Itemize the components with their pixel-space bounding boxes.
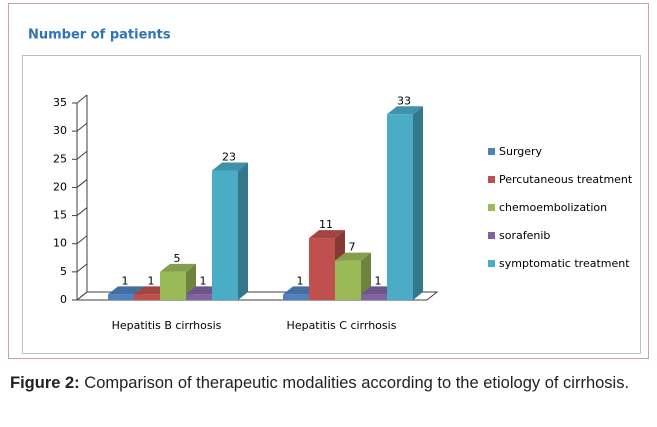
bar	[134, 294, 160, 300]
bar	[160, 271, 186, 300]
y-tick-label: 20	[53, 180, 67, 193]
value-label: 7	[349, 241, 356, 254]
bar-top	[309, 230, 345, 239]
legend-label: chemoembolization	[499, 201, 607, 214]
y-tick-label: 5	[60, 265, 67, 278]
bar-top	[108, 286, 144, 295]
bar	[335, 260, 361, 300]
caption: Figure 2: Comparison of therapeutic moda…	[10, 372, 652, 395]
value-label: 11	[319, 218, 333, 231]
x-tick-label: Hepatitis C cirrhosis	[287, 319, 397, 332]
bar-top	[335, 252, 371, 261]
wall-tick	[76, 122, 88, 132]
bar	[108, 294, 134, 300]
value-label: 1	[148, 274, 155, 287]
value-label: 1	[122, 274, 129, 287]
wall-tick	[76, 263, 88, 273]
y-tick-label: 0	[60, 293, 67, 306]
bar	[212, 170, 238, 300]
chart-title: Number of patients	[28, 28, 171, 43]
x-tick-label: Hepatitis B cirrhosis	[112, 319, 222, 332]
wall-tick	[76, 291, 88, 301]
y-tick-label: 25	[53, 152, 67, 165]
wall-tick	[76, 207, 88, 216]
legend-swatch	[488, 148, 495, 155]
caption-text: Comparison of therapeutic modalities acc…	[84, 374, 630, 392]
bar-top	[160, 263, 196, 272]
bar	[186, 294, 212, 300]
value-label: 23	[222, 151, 236, 164]
bar-top	[387, 106, 423, 115]
legend-swatch	[488, 260, 495, 267]
bar	[387, 114, 413, 300]
bar-side	[361, 252, 371, 300]
value-label: 33	[397, 94, 411, 107]
wall-tick	[76, 150, 88, 160]
bar-side	[413, 106, 423, 300]
legend-label: Percutaneous treatment	[499, 173, 633, 186]
chart: Number of patients 05101520253035Hepatit…	[8, 3, 649, 359]
legend-label: sorafenib	[499, 229, 550, 242]
legend-label: Surgery	[499, 145, 543, 158]
bar	[361, 294, 387, 300]
wall-tick	[76, 94, 88, 104]
wall-tick	[76, 235, 88, 245]
wall-tick	[76, 179, 88, 188]
legend-swatch	[488, 204, 495, 211]
value-label: 5	[174, 252, 181, 265]
bar	[309, 238, 335, 300]
value-label: 1	[200, 274, 207, 287]
y-tick-label: 30	[53, 124, 67, 137]
caption-label: Figure 2:	[10, 374, 80, 392]
y-tick-label: 10	[53, 237, 67, 250]
y-tick-label: 35	[53, 96, 67, 109]
y-tick-label: 15	[53, 209, 67, 222]
legend-swatch	[488, 176, 495, 183]
legend-label: symptomatic treatment	[499, 257, 630, 270]
plot-frame	[22, 55, 641, 354]
value-label: 1	[297, 274, 304, 287]
legend-swatch	[488, 232, 495, 239]
value-label: 1	[375, 274, 382, 287]
bar-top	[212, 162, 248, 171]
bar	[283, 294, 309, 300]
bar-side	[238, 162, 248, 300]
